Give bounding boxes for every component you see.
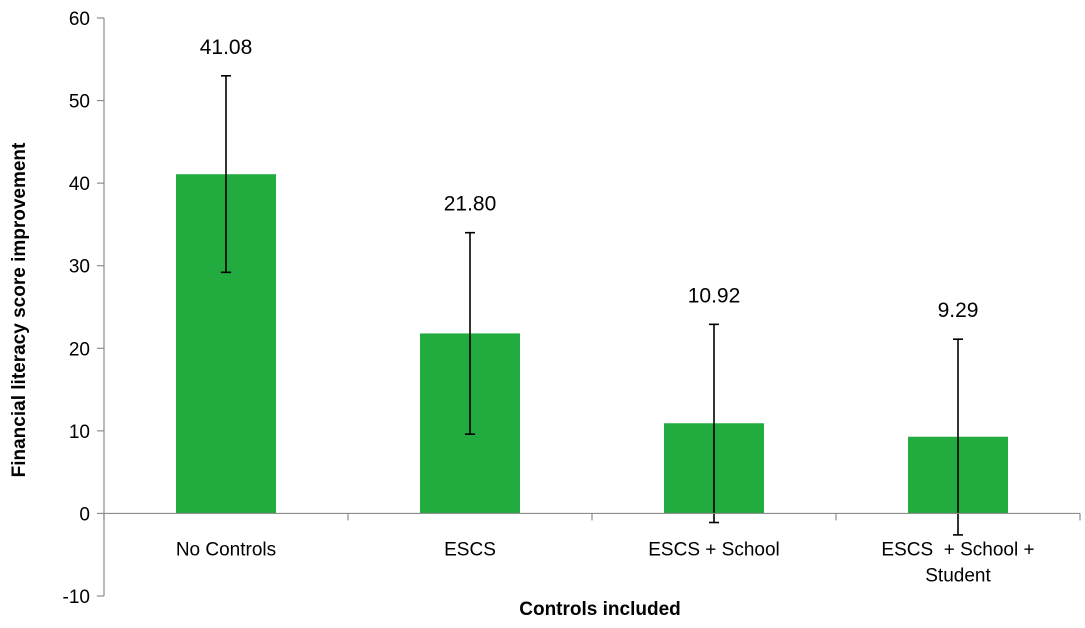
y-axis-ticks: -10 0 10 20 30 40 50 60 — [63, 9, 1081, 608]
bars-group — [176, 174, 1008, 514]
error-bar — [953, 338, 963, 536]
y-tick-label: 0 — [79, 504, 90, 525]
x-category-label: Student — [925, 565, 991, 586]
error-bar — [465, 231, 475, 435]
error-bar — [221, 75, 231, 274]
data-label: 41.08 — [200, 36, 253, 59]
x-category-label: No Controls — [176, 539, 276, 560]
y-tick-label: 40 — [69, 174, 90, 195]
y-tick-label: 10 — [69, 422, 90, 443]
x-category-label: ESCS + School + — [881, 539, 1034, 560]
y-tick-label: 20 — [69, 339, 90, 360]
y-tick-label: -10 — [63, 587, 90, 608]
x-axis-labels: No Controls ESCS ESCS + School ESCS + Schoo… — [176, 539, 1035, 586]
x-axis-title: Controls included — [519, 599, 681, 620]
data-label: 21.80 — [444, 193, 497, 216]
y-tick-label: 30 — [69, 257, 90, 278]
error-bar — [709, 323, 719, 524]
data-labels: 41.08 21.80 10.92 9.29 — [200, 36, 979, 322]
error-bars-group — [221, 75, 963, 536]
y-tick-label: 50 — [69, 92, 90, 113]
data-label: 9.29 — [938, 299, 979, 322]
y-tick-label: 60 — [69, 9, 90, 30]
data-label: 10.92 — [688, 284, 741, 307]
x-category-label: ESCS + School — [648, 539, 780, 560]
y-axis-title: Financial literacy score improvement — [9, 142, 30, 477]
x-category-label: ESCS — [444, 539, 496, 560]
